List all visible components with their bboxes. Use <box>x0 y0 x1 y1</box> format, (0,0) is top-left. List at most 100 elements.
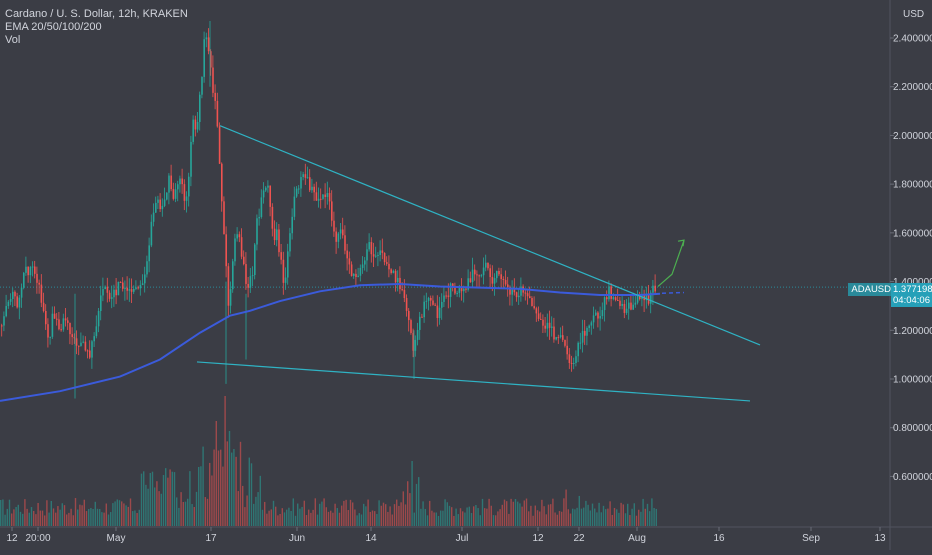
trendline-lower <box>196 361 751 402</box>
volume-bar <box>66 514 68 526</box>
volume-bar <box>321 501 323 526</box>
candle-body <box>71 334 73 338</box>
candle-body <box>592 315 595 323</box>
volume-bar <box>211 475 213 526</box>
volume-bar <box>24 499 26 526</box>
candle-body <box>111 297 113 299</box>
volume-bar <box>477 508 479 526</box>
volume-bar <box>149 472 151 526</box>
volume-bar <box>286 509 288 526</box>
volume-bar <box>598 502 600 526</box>
candle-body <box>614 297 617 300</box>
candle-body <box>379 250 381 255</box>
candle-body <box>214 92 216 101</box>
volume-bar <box>79 504 81 526</box>
candle-body <box>42 302 45 311</box>
volume-bar <box>341 505 343 526</box>
volume-bar <box>189 471 191 526</box>
candle-body <box>91 341 93 358</box>
candle-body <box>243 256 245 265</box>
volume-bar <box>332 512 334 526</box>
volume-bar <box>253 503 255 526</box>
volume-bar <box>28 512 30 526</box>
candle-body <box>45 310 47 325</box>
volume-bar <box>125 505 127 526</box>
volume-bar <box>288 507 290 526</box>
candle-body <box>100 295 102 311</box>
candle-body <box>513 289 516 293</box>
volume-bar <box>41 510 44 526</box>
volume-bar <box>523 500 525 526</box>
volume-bar <box>376 514 378 526</box>
candle-body <box>315 192 318 201</box>
volume-bar <box>481 498 484 526</box>
candle-body <box>623 303 626 313</box>
candle-body <box>207 37 210 52</box>
candle-body <box>650 292 652 304</box>
volume-bar <box>374 511 376 526</box>
candle-body <box>542 319 544 326</box>
volume-bar <box>193 506 195 526</box>
candle-body <box>159 199 161 210</box>
volume-bar <box>312 509 314 526</box>
candle-body <box>205 37 208 40</box>
candle-body <box>216 100 219 127</box>
candle-body <box>383 252 386 263</box>
candle-body <box>273 228 276 241</box>
candle-body <box>177 184 179 190</box>
volume-bar <box>574 509 576 526</box>
candle-body <box>203 39 205 77</box>
time-tick-label: 17 <box>205 533 217 544</box>
candle-body <box>612 297 615 299</box>
candle-body <box>537 313 540 319</box>
time-tick-label: 12 <box>532 533 544 544</box>
candle-body <box>467 278 469 290</box>
volume-bar <box>565 489 567 526</box>
volume-bar <box>176 497 178 526</box>
candle-body <box>287 251 289 278</box>
volume-bar <box>167 477 169 526</box>
volume-bar <box>46 500 48 526</box>
volume-bar <box>642 498 644 526</box>
candle-body <box>128 289 131 291</box>
candle-body <box>344 235 346 251</box>
volume-bar <box>48 512 50 526</box>
volume-bar <box>244 507 246 526</box>
candle-body <box>69 322 71 335</box>
volume-bar <box>215 421 217 526</box>
volume-bar <box>209 462 211 526</box>
volume-bar <box>459 508 462 526</box>
candle-body <box>335 231 337 242</box>
candle-body <box>12 291 14 300</box>
candle-body <box>392 270 395 273</box>
candle-body <box>82 341 84 343</box>
candle-body <box>562 335 564 340</box>
volume-bar <box>525 498 528 526</box>
volume-bar <box>596 512 598 526</box>
candle-body <box>122 282 124 289</box>
candle-body <box>166 192 168 200</box>
volume-bar <box>424 508 426 526</box>
candle-body <box>568 354 571 364</box>
candle-body <box>535 308 538 314</box>
volume-bar <box>213 449 215 526</box>
volume-bar <box>552 498 554 526</box>
candle-body <box>20 287 23 298</box>
candle-body <box>357 275 359 278</box>
volume-bar <box>297 503 299 526</box>
candle-body <box>51 313 54 337</box>
projection-arrow-head <box>677 239 685 247</box>
candle-body <box>331 201 333 221</box>
candle-body <box>124 287 126 289</box>
candle-body <box>102 289 104 296</box>
volume-bar <box>475 505 477 526</box>
volume-bar <box>499 509 501 526</box>
candle-body <box>179 178 181 185</box>
volume-bar <box>59 509 61 526</box>
volume-bar <box>558 511 561 526</box>
time-tick-label: May <box>107 533 126 544</box>
volume-bar <box>308 509 310 526</box>
volume-bar <box>389 506 391 526</box>
